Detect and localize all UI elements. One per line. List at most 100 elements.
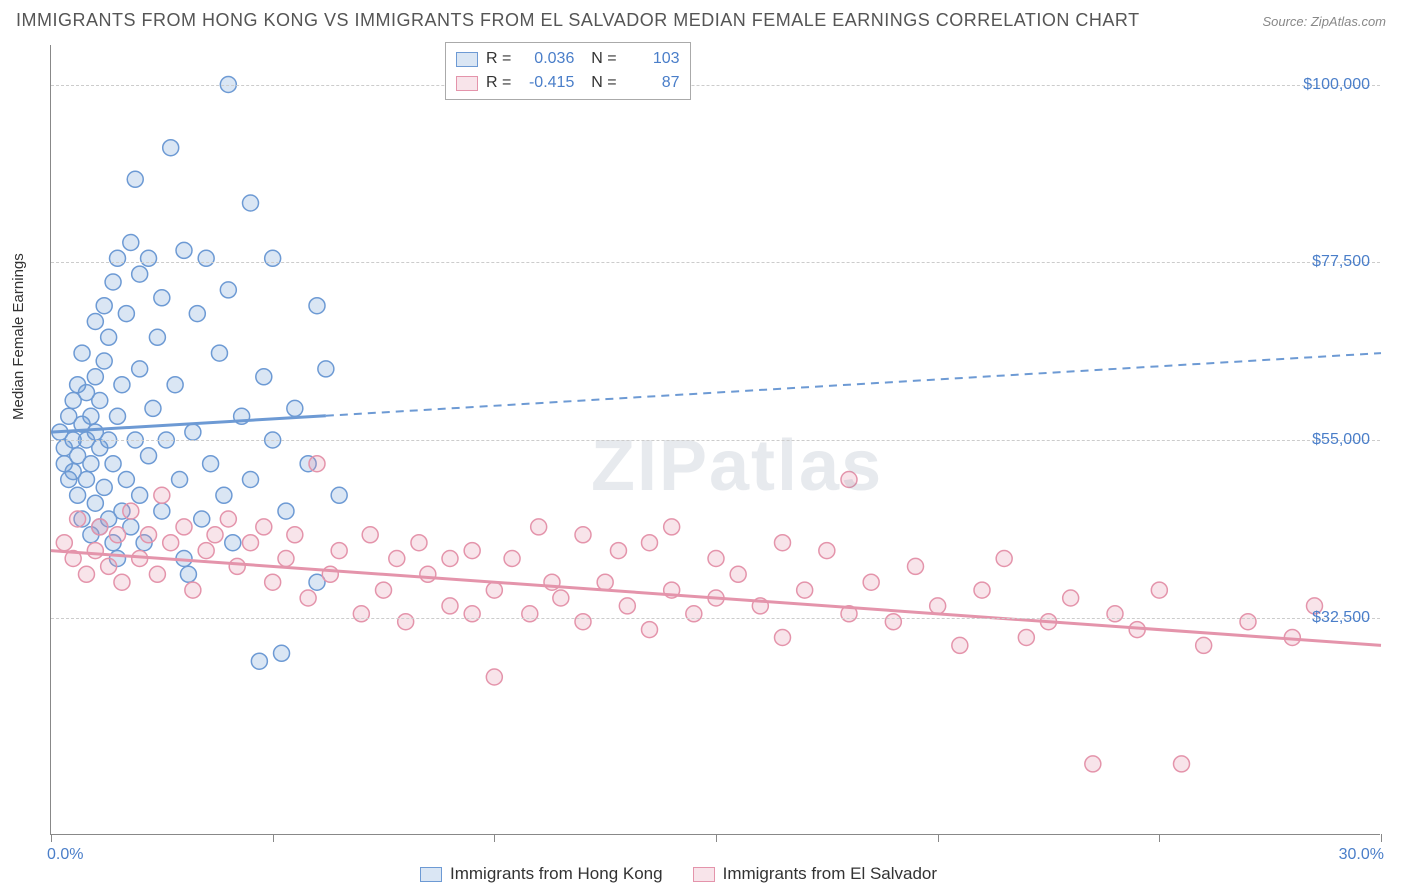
- scatter-point: [141, 250, 157, 266]
- scatter-point: [486, 582, 502, 598]
- scatter-point: [642, 535, 658, 551]
- scatter-point: [132, 266, 148, 282]
- scatter-point: [87, 495, 103, 511]
- scatter-point: [123, 503, 139, 519]
- scatter-point: [220, 282, 236, 298]
- scatter-point: [642, 622, 658, 638]
- scatter-point: [198, 543, 214, 559]
- x-tick: [716, 834, 717, 842]
- gridline: [51, 440, 1380, 441]
- scatter-point: [1018, 630, 1034, 646]
- scatter-point: [952, 637, 968, 653]
- scatter-point: [172, 472, 188, 488]
- scatter-point: [185, 424, 201, 440]
- scatter-point: [287, 527, 303, 543]
- scatter-point: [420, 566, 436, 582]
- legend-item-0: Immigrants from Hong Kong: [420, 864, 663, 884]
- scatter-point: [575, 527, 591, 543]
- gridline: [51, 85, 1380, 86]
- scatter-point: [531, 519, 547, 535]
- scatter-point: [180, 566, 196, 582]
- scatter-point: [664, 519, 680, 535]
- r-value-0: 0.036: [519, 50, 574, 68]
- scatter-point: [265, 574, 281, 590]
- scatter-point: [194, 511, 210, 527]
- scatter-point: [198, 250, 214, 266]
- scatter-point: [114, 377, 130, 393]
- scatter-point: [225, 535, 241, 551]
- scatter-point: [974, 582, 990, 598]
- scatter-point: [92, 393, 108, 409]
- scatter-point: [243, 195, 259, 211]
- x-tick: [51, 834, 52, 842]
- scatter-point: [1085, 756, 1101, 772]
- n-label: N =: [582, 74, 616, 92]
- scatter-point: [1107, 606, 1123, 622]
- x-tick: [938, 834, 939, 842]
- scatter-point: [309, 456, 325, 472]
- scatter-point: [464, 606, 480, 622]
- scatter-point: [110, 408, 126, 424]
- y-tick-label: $32,500: [1312, 609, 1370, 627]
- scatter-point: [278, 503, 294, 519]
- legend-label-1: Immigrants from El Salvador: [723, 864, 937, 884]
- scatter-point: [274, 645, 290, 661]
- scatter-point: [309, 298, 325, 314]
- n-value-1: 87: [625, 74, 680, 92]
- scatter-point: [154, 290, 170, 306]
- scatter-point: [78, 566, 94, 582]
- scatter-point: [118, 306, 134, 322]
- scatter-point: [553, 590, 569, 606]
- scatter-point: [92, 519, 108, 535]
- scatter-plot-area: ZIPatlas 0.0% 30.0% $32,500$55,000$77,50…: [50, 45, 1380, 835]
- scatter-point: [486, 669, 502, 685]
- scatter-point: [229, 558, 245, 574]
- scatter-point: [87, 369, 103, 385]
- scatter-point: [74, 345, 90, 361]
- chart-title: IMMIGRANTS FROM HONG KONG VS IMMIGRANTS …: [16, 10, 1140, 31]
- scatter-point: [619, 598, 635, 614]
- scatter-point: [265, 250, 281, 266]
- scatter-point: [730, 566, 746, 582]
- y-tick-label: $77,500: [1312, 253, 1370, 271]
- scatter-point: [278, 551, 294, 567]
- stats-row-series-1: R = -0.415 N = 87: [456, 71, 680, 95]
- correlation-stats-legend: R = 0.036 N = 103 R = -0.415 N = 87: [445, 42, 691, 100]
- x-tick: [273, 834, 274, 842]
- scatter-point: [863, 574, 879, 590]
- scatter-point: [141, 448, 157, 464]
- scatter-point: [96, 353, 112, 369]
- scatter-point: [70, 487, 86, 503]
- scatter-point: [127, 171, 143, 187]
- scatter-point: [154, 487, 170, 503]
- scatter-point: [522, 606, 538, 622]
- scatter-point: [123, 235, 139, 251]
- scatter-point: [216, 487, 232, 503]
- scatter-point: [686, 606, 702, 622]
- scatter-point: [1174, 756, 1190, 772]
- scatter-point: [189, 306, 205, 322]
- scatter-point: [207, 527, 223, 543]
- scatter-point: [575, 614, 591, 630]
- series-legend: Immigrants from Hong Kong Immigrants fro…: [420, 864, 937, 884]
- scatter-point: [132, 361, 148, 377]
- scatter-point: [70, 511, 86, 527]
- scatter-point: [610, 543, 626, 559]
- scatter-point: [211, 345, 227, 361]
- scatter-point: [256, 369, 272, 385]
- scatter-point: [243, 472, 259, 488]
- scatter-point: [331, 487, 347, 503]
- scatter-point: [1240, 614, 1256, 630]
- r-label: R =: [486, 74, 511, 92]
- scatter-point: [87, 314, 103, 330]
- scatter-point: [163, 140, 179, 156]
- scatter-point: [797, 582, 813, 598]
- scatter-point: [1063, 590, 1079, 606]
- y-tick-label: $100,000: [1303, 76, 1370, 94]
- scatter-point: [78, 472, 94, 488]
- scatter-point: [331, 543, 347, 559]
- y-tick-label: $55,000: [1312, 431, 1370, 449]
- scatter-point: [110, 250, 126, 266]
- scatter-point: [145, 400, 161, 416]
- scatter-point: [398, 614, 414, 630]
